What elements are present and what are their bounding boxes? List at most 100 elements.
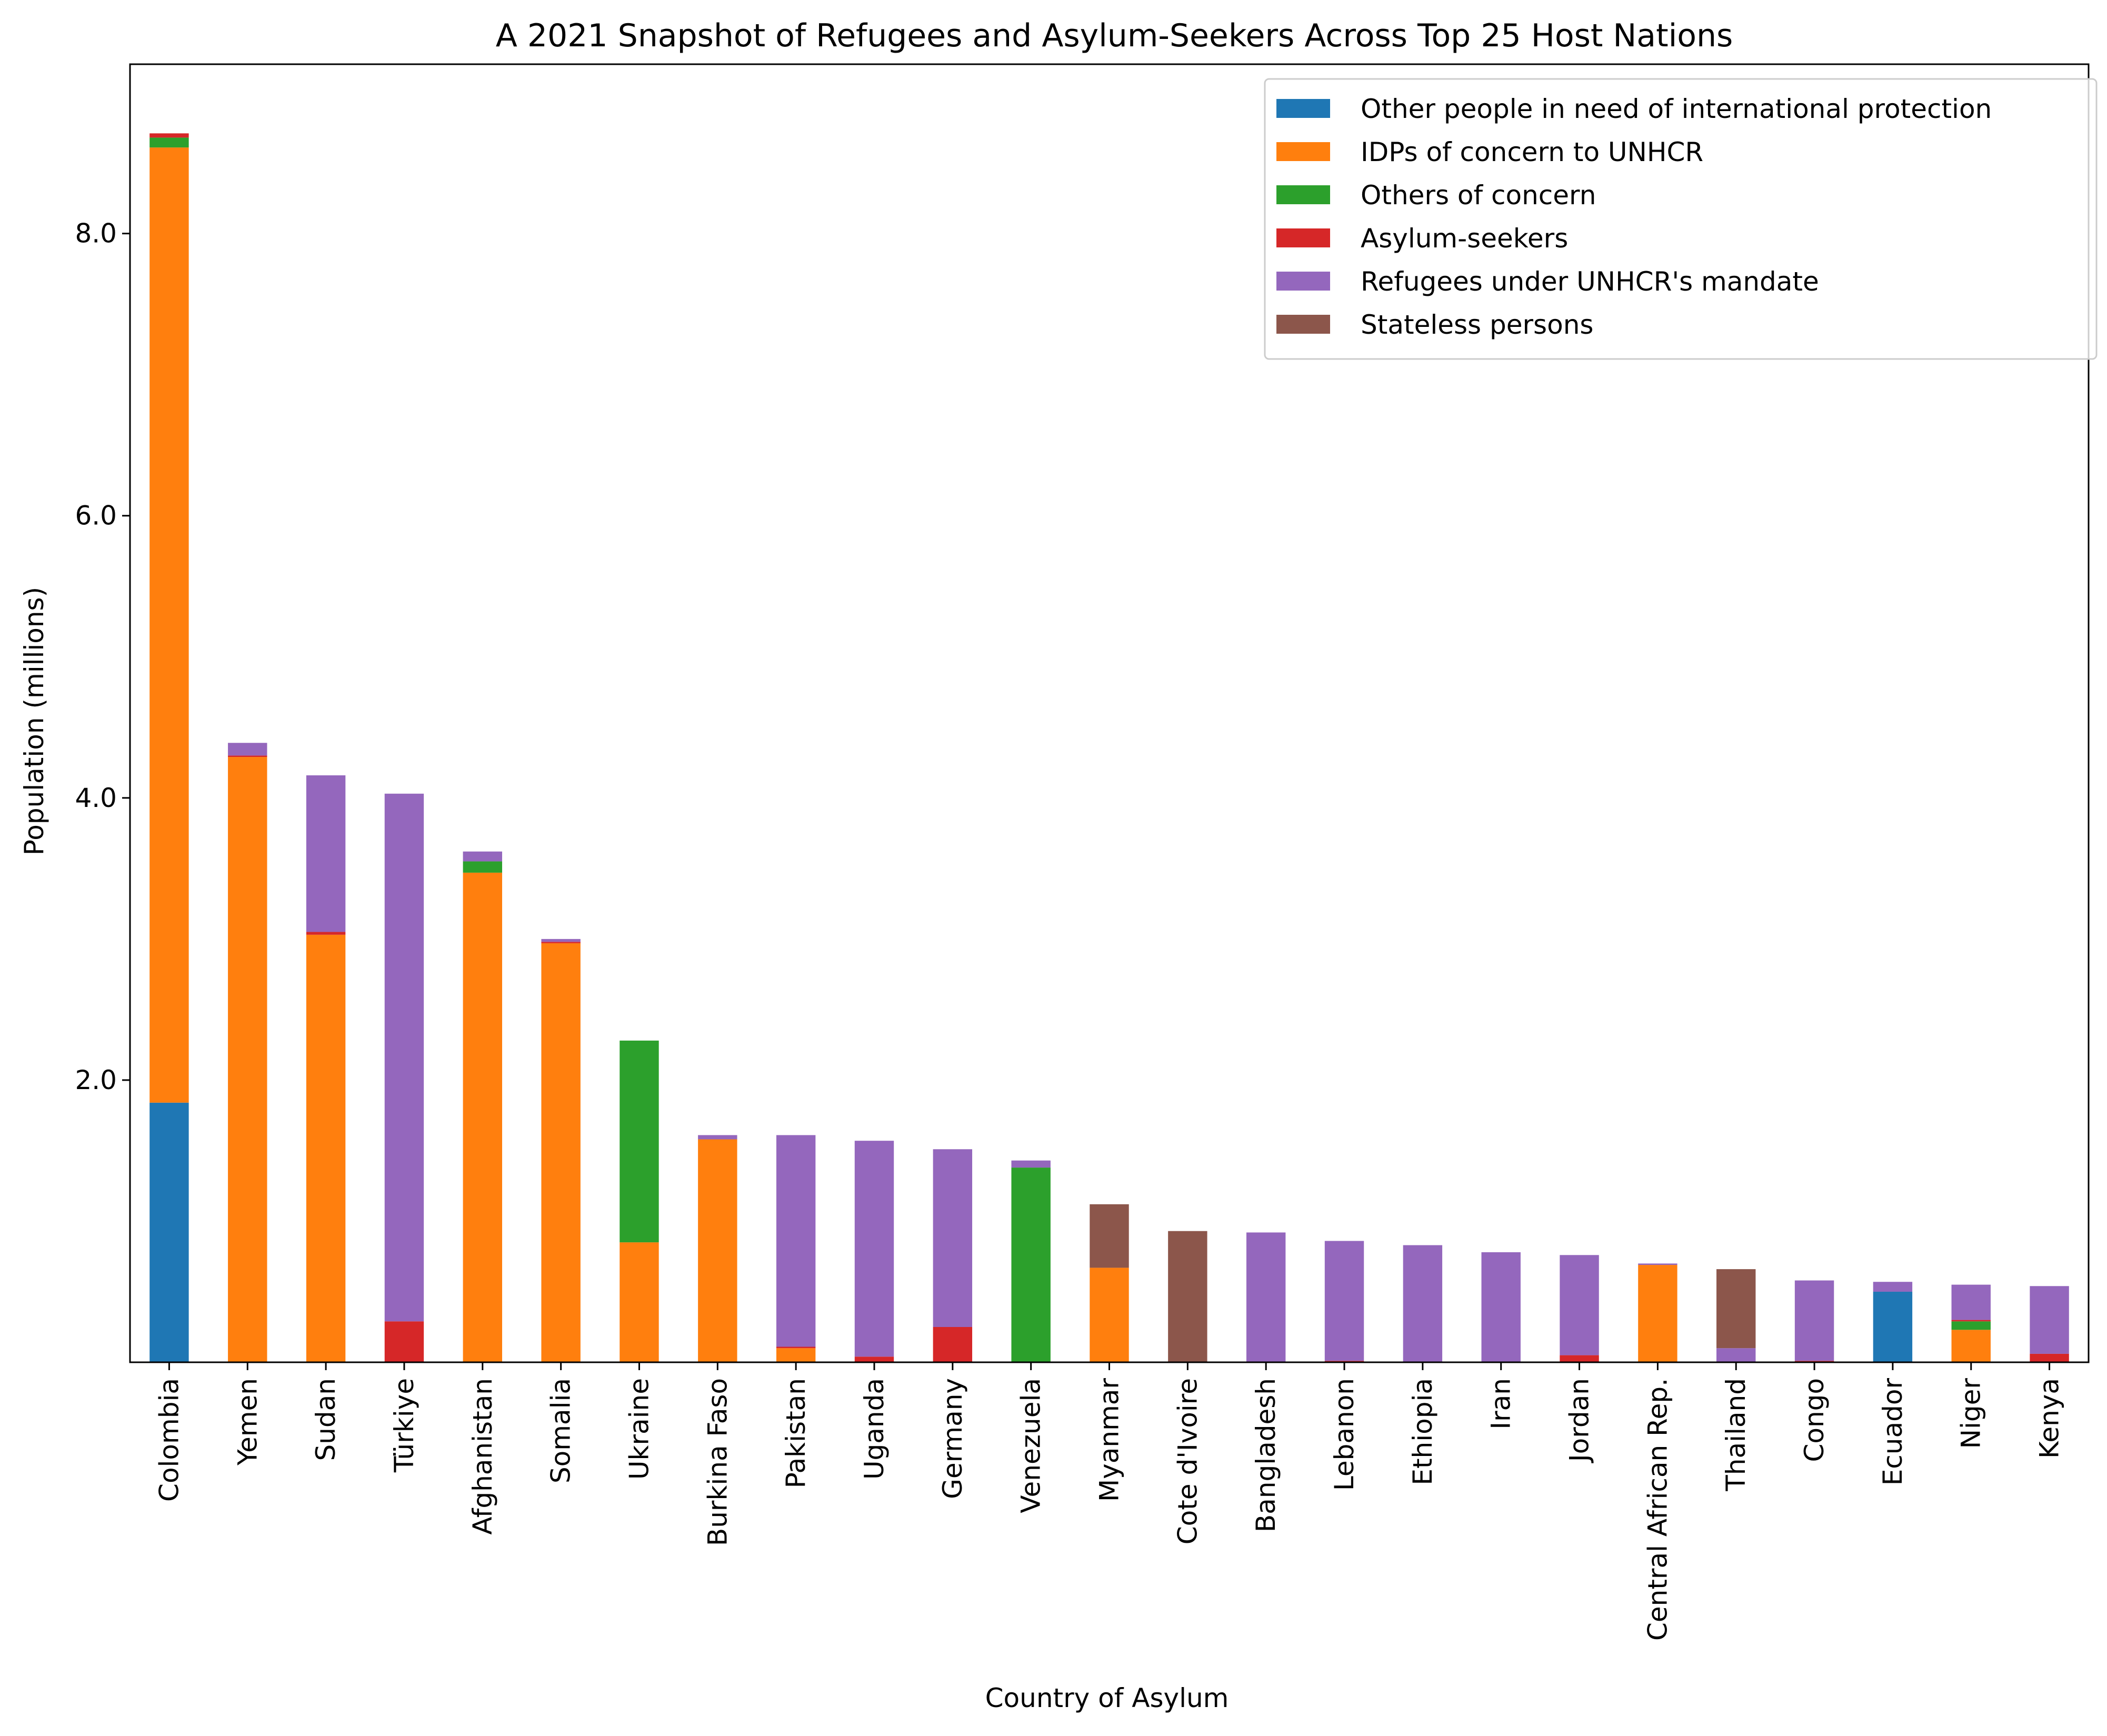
bar-segment (306, 934, 346, 1362)
bar-segment (1403, 1245, 1443, 1362)
x-tick-label: Uganda (859, 1378, 890, 1480)
legend-label: Refugees under UNHCR's mandate (1361, 266, 1819, 297)
bar-segment (776, 1346, 816, 1349)
bar-segment (541, 942, 581, 943)
x-tick-label: Pakistan (781, 1378, 811, 1488)
bar-segment (463, 861, 502, 873)
x-tick-label: Somalia (546, 1378, 576, 1483)
x-tick-label: Yemen (232, 1378, 263, 1466)
bar-segment (149, 137, 189, 148)
bar-segment (854, 1141, 894, 1357)
bar-segment (1951, 1320, 1991, 1322)
legend-swatch (1276, 315, 1330, 334)
y-tick-label: 6.0 (75, 501, 117, 531)
legend: Other people in need of international pr… (1264, 78, 2098, 360)
x-tick-label: Lebanon (1329, 1378, 1360, 1491)
bar-segment (384, 793, 424, 1322)
bar-segment (1168, 1231, 1207, 1362)
x-tick-label: Colombia (154, 1378, 184, 1502)
bar-segment (1481, 1252, 1521, 1362)
bar-segment (620, 1040, 659, 1243)
bar-segment (463, 872, 502, 1362)
bar-segment (149, 147, 189, 1103)
x-tick-label: Thailand (1721, 1378, 1751, 1492)
bar-segment (1873, 1282, 1913, 1292)
y-tick-label: 2.0 (75, 1065, 117, 1095)
x-tick-label: Afghanistan (467, 1378, 498, 1535)
bar-segment (854, 1356, 894, 1362)
x-tick-label: Myanmar (1094, 1378, 1125, 1502)
bar-segment (698, 1135, 737, 1140)
bar-segment (776, 1348, 816, 1362)
bar-segment (1090, 1268, 1129, 1362)
x-tick-label: Ukraine (624, 1378, 654, 1480)
legend-label: Others of concern (1361, 180, 1596, 211)
x-tick-label: Congo (1799, 1378, 1830, 1462)
y-tick-label: 4.0 (75, 783, 117, 813)
bar-segment (1560, 1255, 1599, 1355)
bar-segment (228, 743, 267, 756)
bar-segment (1011, 1160, 1051, 1168)
legend-swatch (1276, 272, 1330, 291)
x-tick-label: Burkina Faso (702, 1378, 733, 1546)
x-axis-title: Country of Asylum (985, 1683, 1229, 1713)
x-tick-label: Niger (1956, 1378, 1986, 1449)
bar-segment (149, 1102, 189, 1362)
bar-segment (620, 1242, 659, 1362)
bar-segment (1951, 1321, 1991, 1330)
bar-segment (228, 755, 267, 757)
legend-label: Stateless persons (1361, 310, 1593, 340)
bar-segment (1716, 1269, 1756, 1349)
x-tick-label: Bangladesh (1251, 1378, 1281, 1532)
bar-segment (1951, 1284, 1991, 1320)
bar-segment (541, 939, 581, 942)
legend-swatch (1276, 185, 1330, 204)
bar-segment (1560, 1355, 1599, 1362)
bar-segment (1873, 1291, 1913, 1362)
x-tick-label: Kenya (2034, 1378, 2065, 1459)
x-tick-label: Türkiye (389, 1378, 420, 1473)
legend-label: Other people in need of international pr… (1361, 94, 1992, 124)
bar-segment (1794, 1280, 1834, 1361)
chart-title: A 2021 Snapshot of Refugees and Asylum-S… (496, 17, 1733, 54)
bar-segment (306, 932, 346, 935)
bar-segment (1716, 1348, 1756, 1362)
x-tick-label: Germany (937, 1378, 968, 1499)
legend-frame (1264, 78, 2098, 360)
bar-segment (1638, 1265, 1677, 1362)
bar-segment (384, 1321, 424, 1362)
bars-layer (149, 133, 2069, 1362)
x-tick-label: Cote d'Ivoire (1172, 1378, 1203, 1544)
bar-segment (1951, 1330, 1991, 1362)
bar-segment (2030, 1353, 2069, 1362)
x-tick-label: Ethiopia (1407, 1378, 1438, 1485)
legend-swatch (1276, 99, 1330, 118)
bar-segment (463, 851, 502, 862)
bar-segment (698, 1139, 737, 1362)
bar-segment (1011, 1168, 1051, 1362)
x-tick-label: Jordan (1564, 1378, 1595, 1463)
x-tick-label: Ecuador (1878, 1378, 1908, 1486)
y-axis-title: Population (millions) (19, 587, 49, 855)
bar-segment (1246, 1232, 1286, 1362)
bar-segment (149, 133, 189, 138)
bar-segment (228, 757, 267, 1362)
bar-segment (306, 775, 346, 932)
bar-segment (1638, 1263, 1677, 1265)
bar-segment (1324, 1241, 1364, 1361)
x-tick-label: Sudan (311, 1378, 341, 1461)
legend-swatch (1276, 142, 1330, 161)
x-tick-label: Venezuela (1016, 1378, 1046, 1513)
bar-segment (933, 1326, 973, 1362)
axes-layer: 2.0 4.0 6.0 8.0 Colombia Yemen Sudan Türkiye Afg… (75, 63, 2090, 1641)
legend-swatch (1276, 228, 1330, 247)
x-tick-label: Iran (1486, 1378, 1516, 1430)
bar-segment (933, 1149, 973, 1327)
x-tick-label: Central African Rep. (1642, 1378, 1673, 1641)
bar-segment (776, 1135, 816, 1347)
bar-segment (541, 943, 581, 1362)
bar-segment (2030, 1286, 2069, 1354)
legend-label: Asylum-seekers (1361, 223, 1568, 254)
